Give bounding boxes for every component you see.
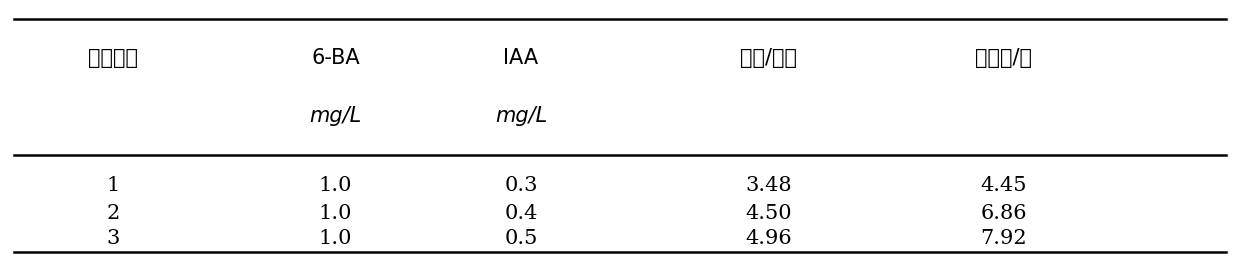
Text: 2: 2 [107, 204, 119, 223]
Text: IAA: IAA [503, 47, 538, 68]
Text: 3.48: 3.48 [745, 176, 792, 195]
Text: mg/L: mg/L [495, 106, 547, 126]
Text: 0.5: 0.5 [505, 229, 538, 248]
Text: 4.50: 4.50 [745, 204, 792, 223]
Text: 0.4: 0.4 [505, 204, 538, 223]
Text: 1: 1 [107, 176, 119, 195]
Text: 3: 3 [107, 229, 119, 248]
Text: 1.0: 1.0 [319, 229, 352, 248]
Text: mg/L: mg/L [309, 106, 362, 126]
Text: 4.96: 4.96 [745, 229, 792, 248]
Text: 7.92: 7.92 [981, 229, 1027, 248]
Text: 1.0: 1.0 [319, 176, 352, 195]
Text: 株高/厘米: 株高/厘米 [740, 47, 797, 68]
Text: 试验编号: 试验编号 [88, 47, 138, 68]
Text: 6-BA: 6-BA [311, 47, 360, 68]
Text: 1.0: 1.0 [319, 204, 352, 223]
Text: 4.45: 4.45 [981, 176, 1027, 195]
Text: 0.3: 0.3 [505, 176, 538, 195]
Text: 分枝数/枝: 分枝数/枝 [975, 47, 1032, 68]
Text: 6.86: 6.86 [981, 204, 1027, 223]
